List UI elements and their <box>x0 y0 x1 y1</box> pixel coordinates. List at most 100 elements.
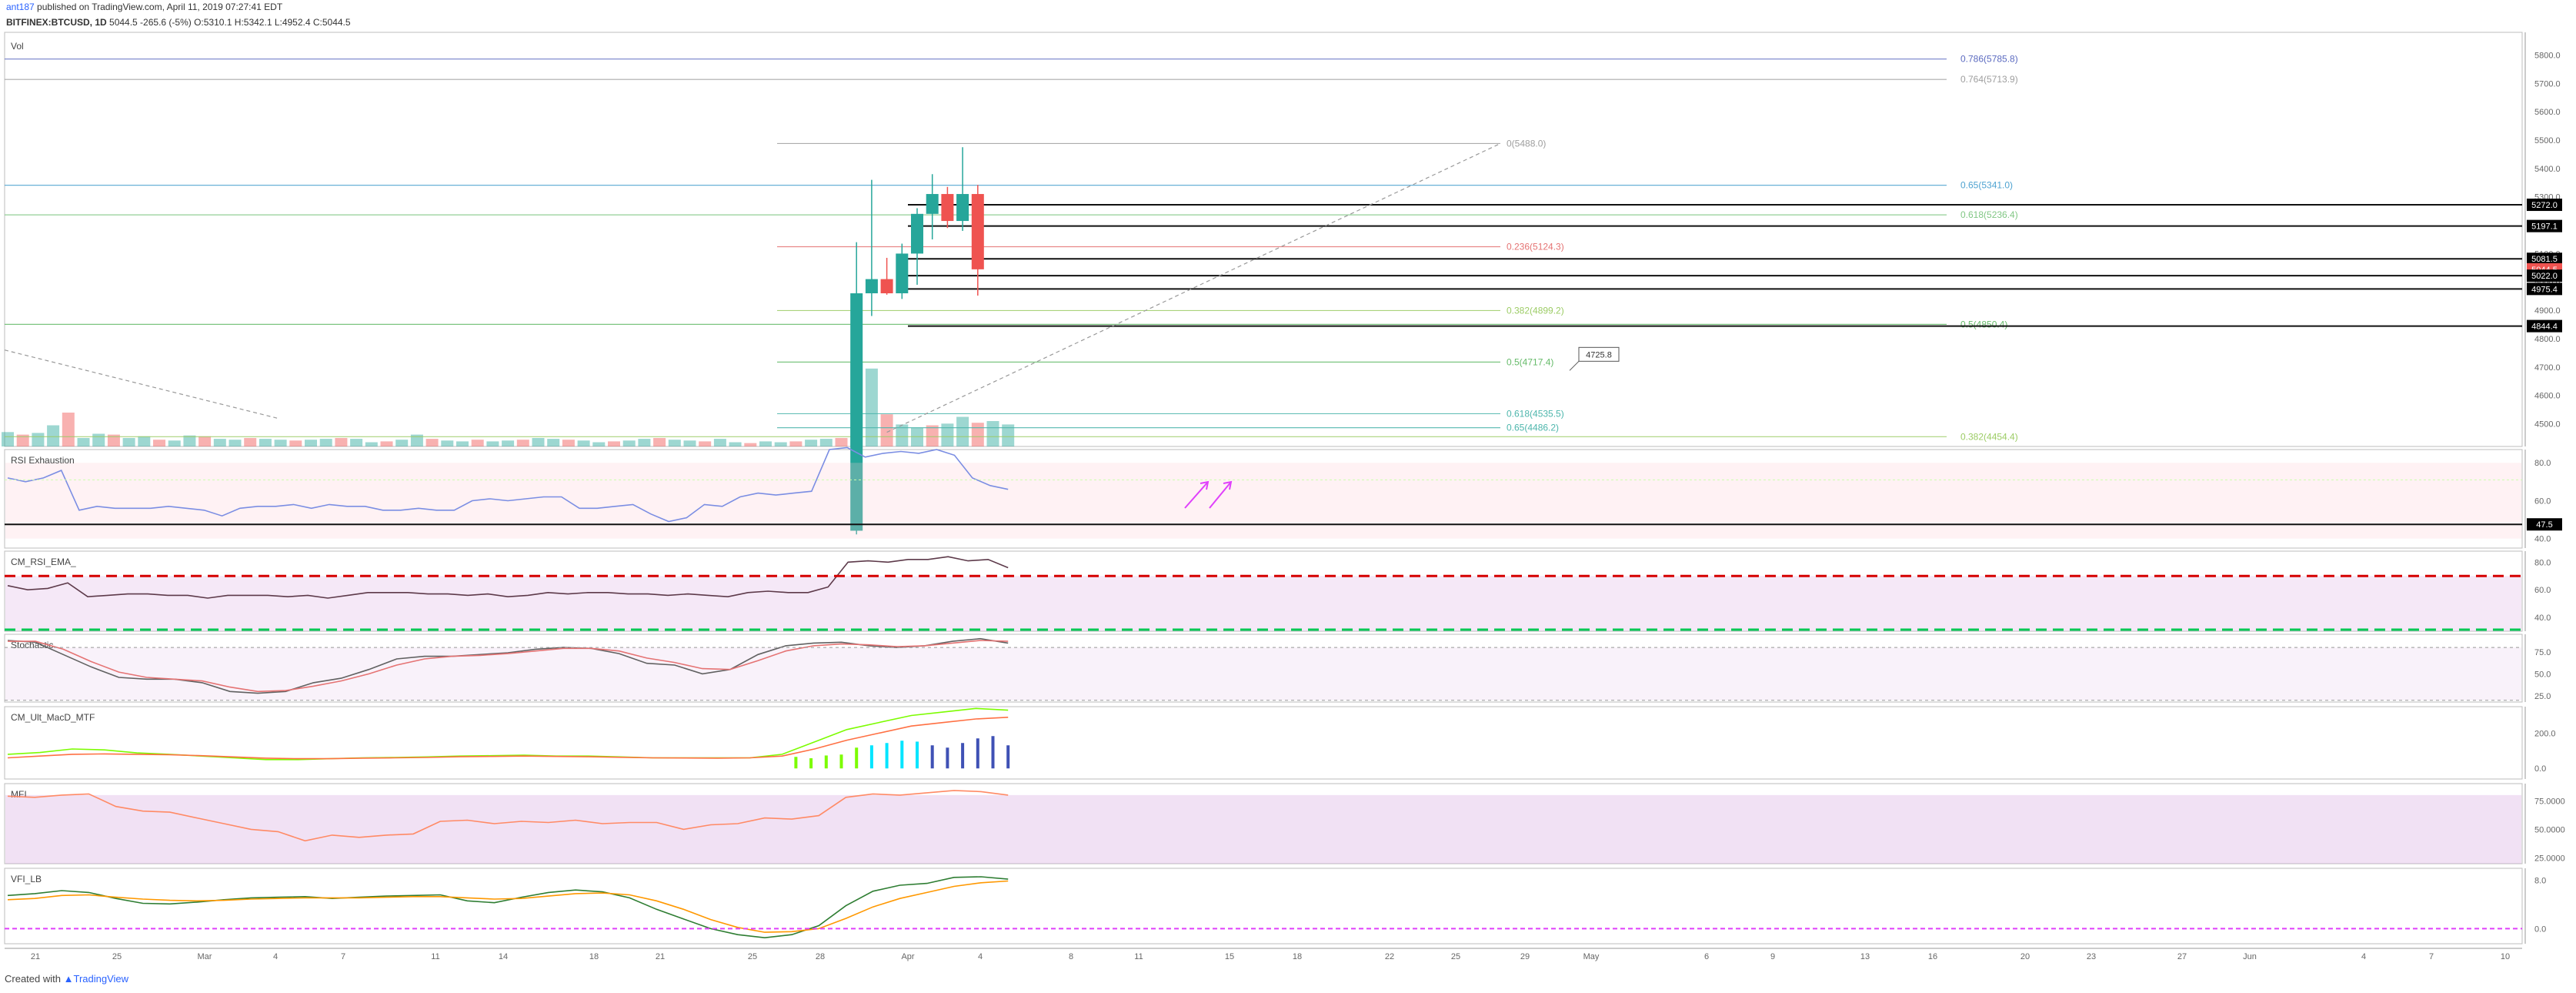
indicator-band <box>5 576 2521 631</box>
published-text: published on TradingView.com, April 11, … <box>37 2 283 12</box>
volume-bar <box>562 440 575 446</box>
macd-histogram-bar <box>930 745 934 769</box>
candle-body <box>850 293 863 531</box>
publish-info: ant187 published on TradingView.com, Apr… <box>6 2 282 12</box>
indicator-band <box>5 647 2521 700</box>
footer-brand[interactable]: TradingView <box>73 973 129 985</box>
panel-frame-1 <box>4 449 2523 549</box>
volume-bar <box>805 440 818 446</box>
macd-histogram-bar <box>794 757 798 769</box>
price-tag-box <box>2527 269 2562 283</box>
volume-bar <box>471 440 484 446</box>
volume-bar <box>441 440 454 446</box>
indicator-tick-label: 60.0 <box>2534 496 2551 506</box>
volume-bar <box>365 442 378 446</box>
price-tag-label: 4844.4 <box>2531 323 2558 332</box>
volume-bar <box>47 425 60 446</box>
candle-body <box>956 194 969 222</box>
time-tick-label: 9 <box>1770 952 1775 961</box>
time-tick-label: 7 <box>2429 952 2434 961</box>
volume-bar <box>425 439 439 446</box>
volume-bar <box>608 441 620 446</box>
time-tick-label: 13 <box>1860 952 1870 961</box>
quote-values: 5044.5 -265.6 (-5%) O:5310.1 H:5342.1 L:… <box>109 17 351 28</box>
volume-bar <box>62 413 75 446</box>
time-tick-label: 27 <box>2177 952 2187 961</box>
time-tick-label: 21 <box>31 952 40 961</box>
price-tag-label: 5197.1 <box>2531 222 2558 232</box>
price-tick-label: 5400.0 <box>2534 165 2561 174</box>
indicator-tick-label: 0.0 <box>2534 924 2546 934</box>
price-tag-box <box>2527 252 2562 266</box>
time-tick-label: May <box>1583 952 1600 961</box>
indicator-line <box>7 446 1009 523</box>
price-tag-label: 4975.4 <box>2531 285 2558 294</box>
price-callout-label: 4725.8 <box>1586 350 1612 359</box>
volume-bar <box>229 440 242 446</box>
price-tag-box <box>2527 219 2562 232</box>
symbol-label[interactable]: BITFINEX:BTCUSD, 1D <box>6 17 107 28</box>
panel-frame-5 <box>4 783 2523 864</box>
time-tick-label: 10 <box>2501 952 2510 961</box>
volume-bar <box>395 440 409 446</box>
price-tick-label: 5700.0 <box>2534 79 2561 89</box>
panel-frame-6 <box>4 868 2523 945</box>
volume-bar <box>335 438 348 446</box>
time-tick-label: 11 <box>1134 952 1143 961</box>
price-callout-box <box>1578 346 1620 362</box>
time-tick-label: 8 <box>1069 952 1073 961</box>
time-tick-label: 20 <box>2020 952 2030 961</box>
candle-body <box>896 253 909 294</box>
indicator-line <box>7 880 1009 933</box>
author-link[interactable]: ant187 <box>6 2 35 12</box>
volume-bar <box>244 438 257 446</box>
macd-histogram-bar <box>809 758 813 769</box>
macd-histogram-bar <box>961 743 965 769</box>
fib-label: 0.382(4454.4) <box>1960 431 2018 442</box>
fib-label: 0.382(4899.2) <box>1507 305 1564 316</box>
indicator-tick-label: 80.0 <box>2534 459 2551 468</box>
price-tag-label: 5081.5 <box>2531 255 2558 264</box>
fib-label: 0(5488.0) <box>1507 138 1546 149</box>
indicator-band <box>5 794 2521 864</box>
candle-body <box>911 213 923 254</box>
panel-frame-0 <box>4 32 2523 447</box>
indicator-tick-label: 0.0 <box>2534 764 2546 774</box>
fib-label: 0.5(4850.4) <box>1960 319 2007 329</box>
price-tag-box <box>2527 283 2562 296</box>
macd-histogram-bar <box>946 747 949 769</box>
volume-bar <box>274 440 287 446</box>
time-tick-label: 29 <box>1520 952 1530 961</box>
indicator-tick-label: 25.0000 <box>2534 854 2565 864</box>
volume-bar <box>516 440 529 446</box>
volume-bar <box>592 442 606 446</box>
volume-bar <box>213 439 226 446</box>
price-callout-pointer <box>1569 360 1580 371</box>
volume-bar <box>532 438 545 446</box>
time-tick-label: 11 <box>431 952 439 961</box>
time-tick-label: 23 <box>2087 952 2096 961</box>
panel-frame-2 <box>4 550 2523 632</box>
volume-bar <box>729 442 742 446</box>
price-tick-label: 4500.0 <box>2534 420 2561 430</box>
volume-bar <box>699 441 712 446</box>
arrow-head-1 <box>1200 480 1210 490</box>
panel-frame-4 <box>4 706 2523 780</box>
time-tick-label: 4 <box>978 952 983 961</box>
macd-histogram-bar <box>900 741 904 769</box>
indicator-tick-label: 40.0 <box>2534 614 2551 623</box>
indicator-tick-label: 75.0000 <box>2534 797 2565 806</box>
fib-label: 0.618(4535.5) <box>1507 408 1564 419</box>
macd-histogram-bar <box>991 736 995 769</box>
volume-bar <box>138 436 151 446</box>
volume-bar <box>638 439 651 446</box>
volume-bar <box>789 441 802 446</box>
volume-bar <box>926 425 939 446</box>
footer-created-with: Created with <box>5 973 61 985</box>
volume-bar <box>199 436 212 446</box>
candle-body <box>941 194 954 222</box>
indicator-line <box>7 717 1009 760</box>
indicator-title: MFI <box>11 789 27 800</box>
volume-bar <box>774 442 787 446</box>
